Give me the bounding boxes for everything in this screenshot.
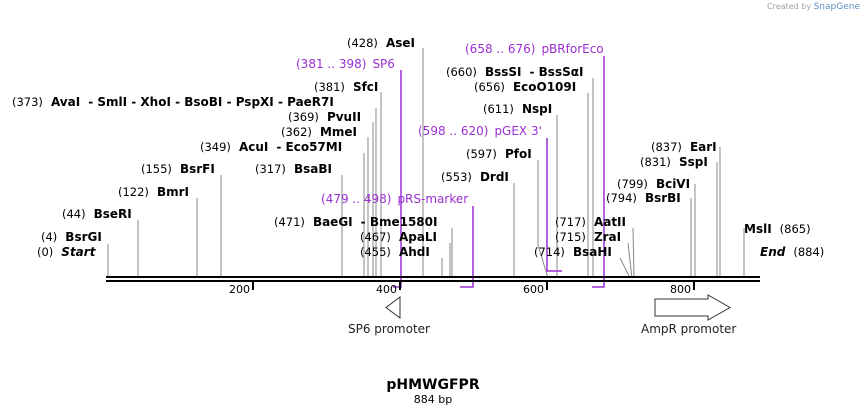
- site-label-end[interactable]: End (884): [760, 245, 824, 259]
- site-label-sfci[interactable]: (381) SfcI: [314, 80, 378, 94]
- primer-pgex3-arrow: [546, 138, 562, 272]
- site-label-mmei[interactable]: (362) MmeI: [281, 125, 357, 139]
- snapgene-credit: Created by SnapGene: [767, 2, 860, 12]
- site-label-sspi[interactable]: (831) SspI: [640, 155, 708, 169]
- feature-ampr-promoter-label[interactable]: AmpR promoter: [641, 322, 736, 336]
- leader-aatii: [632, 227, 635, 279]
- primer-label-pbrforeco[interactable]: (658 .. 676) pBRforEco: [465, 42, 604, 56]
- site-label-bsabi[interactable]: (317) BsaBI: [255, 162, 332, 176]
- site-label-bsssi[interactable]: (660) BssSI - BssSαI: [446, 65, 583, 79]
- primer-labels: (381 .. 398) SP6 (479 .. 498) pRS-marker (…: [296, 42, 604, 206]
- site-label-apali[interactable]: (467) ApaLI: [360, 230, 437, 244]
- dna-backbone: [106, 276, 760, 290]
- credit-prefix: Created by: [767, 2, 812, 11]
- leader-bsahi: [619, 257, 631, 279]
- primer-prs-marker-arrow: [460, 206, 474, 288]
- leader-pfoi-diag: [537, 244, 549, 279]
- site-label-pvuii[interactable]: (369) PvuII: [288, 110, 361, 124]
- tick-label-200: 200: [229, 283, 250, 296]
- plasmid-name: pHMWGFPR: [386, 377, 479, 393]
- plasmid-length: 884 bp: [414, 393, 452, 406]
- sp6-promoter-arrow[interactable]: [385, 296, 401, 319]
- primer-pbrforeco-arrow: [592, 56, 605, 288]
- site-label-acui[interactable]: (349) AcuI - Eco57MI: [200, 140, 342, 154]
- site-label-bseri[interactable]: (44) BseRI: [62, 207, 132, 221]
- site-label-baegi[interactable]: (471) BaeGI - Bme1580I: [274, 215, 437, 229]
- primer-label-pgex-3-[interactable]: (598 .. 620) pGEX 3': [418, 124, 542, 138]
- feature-sp6-promoter-label[interactable]: SP6 promoter: [348, 322, 430, 336]
- site-label-msli[interactable]: MslI (865): [744, 222, 811, 236]
- tick-label-600: 600: [523, 283, 544, 296]
- site-label-zrai[interactable]: (715) ZraI: [555, 230, 621, 244]
- site-leader-lines: [107, 48, 745, 279]
- primer-label-sp6[interactable]: (381 .. 398) SP6: [296, 57, 395, 71]
- tick-label-400: 400: [376, 283, 397, 296]
- site-label-ecoo109i[interactable]: (656) EcoO109I: [474, 80, 576, 94]
- ampr-promoter-arrow[interactable]: [654, 294, 732, 321]
- site-label-bcivi[interactable]: (799) BciVI: [617, 177, 690, 191]
- site-label-bsahi[interactable]: (714) BsaHI: [534, 245, 612, 259]
- site-label-pfoi[interactable]: (597) PfoI: [466, 147, 532, 161]
- site-label-bmri[interactable]: (122) BmrI: [118, 185, 189, 199]
- site-label-ahdi[interactable]: (455) AhdI: [360, 245, 430, 259]
- site-label-aatii[interactable]: (717) AatII: [555, 215, 626, 229]
- snapgene-logo-text: SnapGene: [813, 2, 860, 12]
- restriction-site-labels: (428) AseI (381) SfcI (373) AvaI - SmlI - Xh…: [12, 36, 824, 259]
- site-label-bsrgi[interactable]: (4) BsrGI: [41, 230, 102, 244]
- site-label-start[interactable]: (0) Start: [37, 245, 97, 259]
- primer-label-prs-marker[interactable]: (479 .. 498) pRS-marker: [321, 192, 468, 206]
- site-label-bsrfi[interactable]: (155) BsrFI: [141, 162, 215, 176]
- site-label-nspi[interactable]: (611) NspI: [483, 102, 552, 116]
- leader-zrai: [627, 242, 633, 279]
- site-label-asei[interactable]: (428) AseI: [347, 36, 415, 50]
- site-label-eari[interactable]: (837) EarI: [651, 140, 717, 154]
- site-label-bsrbi[interactable]: (794) BsrBI: [606, 191, 681, 205]
- site-label-avai[interactable]: (373) AvaI - SmlI - XhoI - BsoBI - PspXI -…: [12, 95, 334, 109]
- tick-label-800: 800: [670, 283, 691, 296]
- site-label-drdi[interactable]: (553) DrdI: [441, 170, 509, 184]
